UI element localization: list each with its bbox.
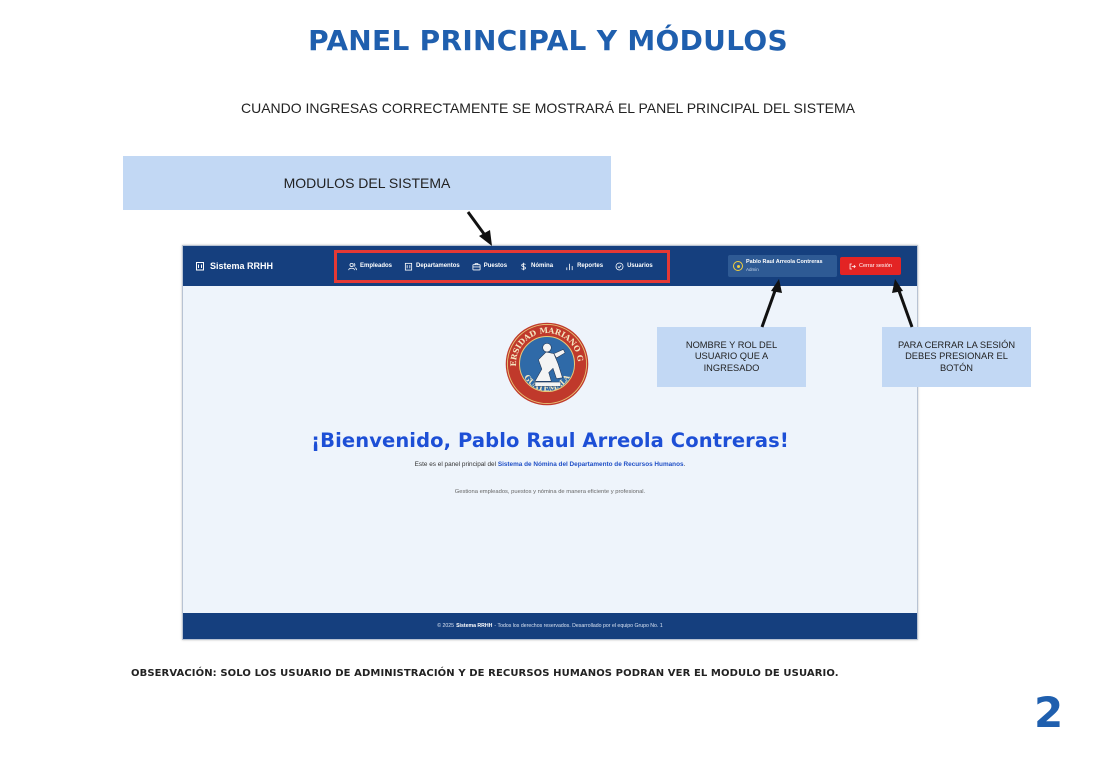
callout-user-text: NOMBRE Y ROL DEL USUARIO QUE A INGRESADO	[685, 339, 778, 373]
navbar: Sistema RRHH Empleados Departamentos Pue…	[183, 246, 917, 286]
university-seal-logo: UNIVERSIDAD MARIANO GALVEZ GUATEMALA	[504, 321, 589, 406]
intro-suffix: .	[683, 461, 686, 468]
nav-item-puestos[interactable]: Puestos	[472, 262, 507, 271]
dollar-icon	[521, 262, 526, 270]
footer: © 2025 Sistema RRHH - Todos los derechos…	[183, 613, 917, 639]
shield-check-icon	[615, 262, 624, 270]
callout-modules: MODULOS DEL SISTEMA	[123, 156, 611, 210]
intro-highlight: Sistema de Nómina del Departamento de Re…	[497, 461, 684, 468]
nav-item-empleados[interactable]: Empleados	[348, 262, 392, 271]
callout-modules-text: MODULOS DEL SISTEMA	[283, 175, 451, 191]
nav-item-nomina[interactable]: Nómina	[519, 262, 553, 271]
callout-user: NOMBRE Y ROL DEL USUARIO QUE A INGRESADO	[657, 327, 806, 387]
logout-icon	[849, 263, 856, 269]
footer-prefix: © 2025	[437, 623, 455, 629]
page-number: 2	[1034, 688, 1064, 737]
briefcase-icon	[472, 262, 481, 270]
user-name: Pablo Raul Arreola Contreras	[746, 259, 823, 265]
arrow-modules	[466, 211, 492, 246]
footer-brand: Sistema RRHH	[456, 623, 493, 629]
user-circle-icon	[733, 261, 743, 271]
building-icon	[196, 262, 204, 271]
nav-item-departamentos[interactable]: Departamentos	[404, 262, 460, 271]
bar-chart-icon	[566, 263, 573, 270]
nav-item-reportes[interactable]: Reportes	[565, 262, 603, 271]
nav-item-usuarios[interactable]: Usuarios	[615, 262, 653, 271]
footer-suffix: - Todos los derechos reservados. Desarro…	[494, 623, 663, 629]
main-panel: UNIVERSIDAD MARIANO GALVEZ GUATEMALA ¡Bi…	[183, 286, 917, 613]
nav-label-usuarios: Usuarios	[627, 263, 653, 269]
app-screenshot: Sistema RRHH Empleados Departamentos Pue…	[182, 245, 918, 640]
observation-note: OBSERVACIÓN: SOLO LOS USUARIO DE ADMINIS…	[131, 668, 839, 679]
document-subtitle: CUANDO INGRESAS CORRECTAMENTE SE MOSTRAR…	[240, 100, 856, 116]
user-role: Admin	[746, 267, 759, 272]
nav-label-nomina: Nómina	[531, 263, 554, 269]
brand[interactable]: Sistema RRHH	[195, 246, 273, 286]
users-icon	[348, 262, 357, 270]
callout-logout: PARA CERRAR LA SESIÓN DEBES PRESIONAR EL…	[882, 327, 1031, 387]
callout-logout-text: PARA CERRAR LA SESIÓN DEBES PRESIONAR EL…	[897, 339, 1016, 373]
nav-label-empleados: Empleados	[360, 263, 393, 269]
logout-button[interactable]: Cerrar sesión	[840, 257, 901, 275]
welcome-heading: ¡Bienvenido, Pablo Raul Arreola Contrera…	[311, 429, 789, 452]
document-title: PANEL PRINCIPAL Y MÓDULOS	[308, 24, 788, 57]
nav-label-puestos: Puestos	[483, 263, 508, 269]
nav-menu: Empleados Departamentos Puestos Nómina R…	[348, 260, 653, 272]
building-icon	[404, 262, 413, 271]
brand-name: Sistema RRHH	[210, 261, 274, 271]
nav-label-departamentos: Departamentos	[416, 263, 460, 269]
user-chip[interactable]: Pablo Raul Arreola Contreras Admin	[728, 255, 837, 277]
nav-label-reportes: Reportes	[577, 263, 604, 269]
description-text: Gestiona empleados, puestos y nómina de …	[454, 489, 646, 495]
modules-highlight-box	[334, 250, 670, 283]
logout-label: Cerrar sesión	[858, 263, 892, 269]
intro-prefix: Este es el panel principal del	[414, 461, 498, 468]
intro-text: Este es el panel principal del Sistema d…	[383, 459, 717, 470]
